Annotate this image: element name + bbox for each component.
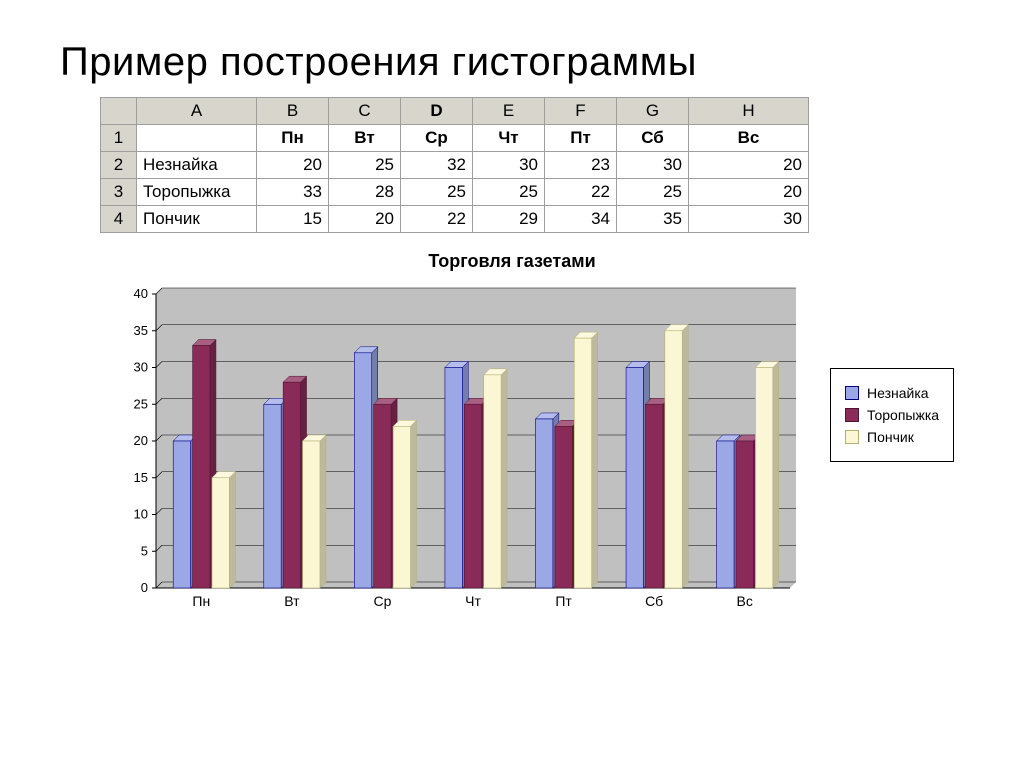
row-1[interactable]: 1 [101,125,137,152]
svg-text:Ср: Ср [373,593,391,609]
svg-text:35: 35 [134,323,148,338]
svg-text:5: 5 [141,543,148,558]
cell[interactable]: 20 [689,179,809,206]
chart-title: Торговля газетами [60,251,964,272]
table-row: 2 Незнайка 20 25 32 30 23 30 20 [101,152,809,179]
cell[interactable]: 15 [257,206,329,233]
cell[interactable]: 29 [473,206,545,233]
svg-text:10: 10 [134,507,148,522]
svg-text:15: 15 [134,470,148,485]
svg-text:30: 30 [134,360,148,375]
svg-text:Сб: Сб [645,593,663,609]
legend-label: Торопыжка [867,407,939,423]
cell[interactable]: Пн [257,125,329,152]
svg-text:0: 0 [141,580,148,595]
col-D[interactable]: D [401,98,473,125]
svg-text:Чт: Чт [465,593,481,609]
col-F[interactable]: F [545,98,617,125]
cell[interactable]: Вт [329,125,401,152]
row-4[interactable]: 4 [101,206,137,233]
table-corner [101,98,137,125]
legend-swatch-icon [845,386,859,400]
cell[interactable]: 34 [545,206,617,233]
col-H[interactable]: H [689,98,809,125]
svg-text:Пт: Пт [555,593,572,609]
legend-item: Незнайка [845,385,939,401]
cell[interactable]: 22 [545,179,617,206]
cell[interactable]: Вс [689,125,809,152]
cell[interactable]: Пончик [137,206,257,233]
cell[interactable]: 25 [473,179,545,206]
legend-label: Пончик [867,429,914,445]
table-row: 1 Пн Вт Ср Чт Пт Сб Вс [101,125,809,152]
cell[interactable]: 25 [329,152,401,179]
legend-label: Незнайка [867,385,929,401]
cell[interactable]: 23 [545,152,617,179]
cell[interactable]: Сб [617,125,689,152]
cell[interactable]: Ср [401,125,473,152]
row-3[interactable]: 3 [101,179,137,206]
col-G[interactable]: G [617,98,689,125]
chart-legend: Незнайка Торопыжка Пончик [830,368,954,462]
col-B[interactable]: B [257,98,329,125]
cell[interactable] [137,125,257,152]
table-row: 4 Пончик 15 20 22 29 34 35 30 [101,206,809,233]
svg-text:20: 20 [134,433,148,448]
legend-swatch-icon [845,430,859,444]
cell[interactable]: Торопыжка [137,179,257,206]
legend-item: Пончик [845,429,939,445]
table-col-header-row: A B C D E F G H [101,98,809,125]
svg-text:Вс: Вс [737,593,753,609]
cell[interactable]: 20 [689,152,809,179]
col-E[interactable]: E [473,98,545,125]
cell[interactable]: Чт [473,125,545,152]
cell[interactable]: Пт [545,125,617,152]
svg-text:Пн: Пн [192,593,210,609]
page-title: Пример построения гистограммы [60,40,964,85]
legend-item: Торопыжка [845,407,939,423]
cell[interactable]: Незнайка [137,152,257,179]
table-row: 3 Торопыжка 33 28 25 25 22 25 20 [101,179,809,206]
svg-text:Вт: Вт [284,593,300,609]
col-C[interactable]: C [329,98,401,125]
legend-swatch-icon [845,408,859,422]
cell[interactable]: 30 [689,206,809,233]
cell[interactable]: 35 [617,206,689,233]
row-2[interactable]: 2 [101,152,137,179]
data-table: A B C D E F G H 1 Пн Вт Ср Чт Пт Сб Вс 2… [100,97,809,233]
bar-chart: 0 5 10 15 20 25 30 35 40 Пн Вт Ср Чт Пт Сб Вс [110,278,800,616]
col-A[interactable]: A [137,98,257,125]
cell[interactable]: 28 [329,179,401,206]
cell[interactable]: 25 [617,179,689,206]
cell[interactable]: 20 [257,152,329,179]
cell[interactable]: 20 [329,206,401,233]
cell[interactable]: 30 [617,152,689,179]
cell[interactable]: 32 [401,152,473,179]
svg-text:25: 25 [134,396,148,411]
cell[interactable]: 25 [401,179,473,206]
svg-text:40: 40 [134,286,148,301]
cell[interactable]: 30 [473,152,545,179]
cell[interactable]: 22 [401,206,473,233]
cell[interactable]: 33 [257,179,329,206]
